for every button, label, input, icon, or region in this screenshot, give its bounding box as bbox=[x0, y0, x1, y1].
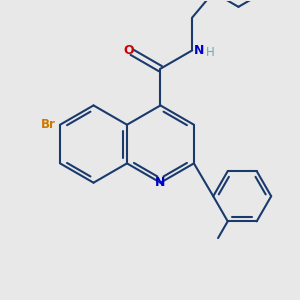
Text: H: H bbox=[206, 46, 214, 59]
Text: O: O bbox=[124, 44, 134, 57]
Text: N: N bbox=[155, 176, 166, 189]
Text: N: N bbox=[194, 44, 205, 57]
Text: Br: Br bbox=[41, 118, 56, 131]
